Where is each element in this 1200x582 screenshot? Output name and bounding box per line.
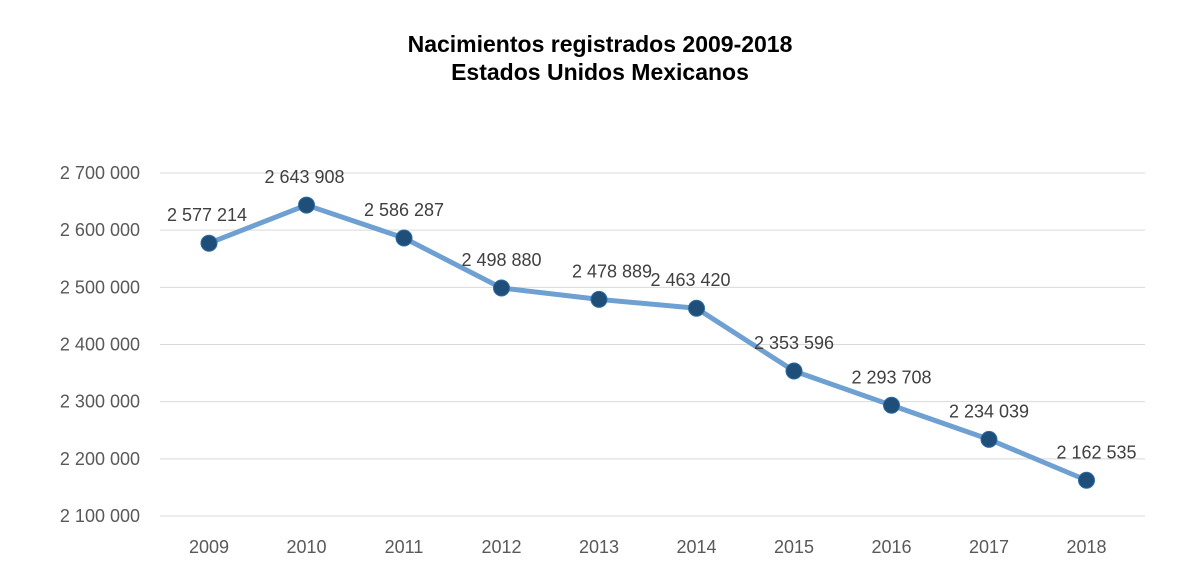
data-point: [590, 290, 608, 308]
x-tick-label: 2013: [579, 537, 619, 557]
data-point: [395, 229, 413, 247]
data-label: 2 162 535: [1056, 442, 1136, 462]
data-label: 2 643 908: [264, 167, 344, 187]
data-label: 2 234 039: [949, 401, 1029, 421]
data-point: [883, 396, 900, 414]
data-label: 2 353 596: [754, 333, 834, 353]
y-tick-label: 2 600 000: [60, 220, 140, 240]
x-tick-label: 2010: [286, 537, 326, 557]
chart-title: Nacimientos registrados 2009-2018 Estado…: [0, 30, 1200, 86]
x-tick-label: 2011: [385, 537, 424, 557]
data-label: 2 498 880: [461, 250, 541, 270]
data-label: 2 293 708: [851, 367, 931, 387]
data-point: [688, 299, 705, 317]
data-label: 2 478 889: [572, 261, 652, 281]
x-tick-label: 2015: [774, 537, 814, 557]
data-point: [200, 234, 218, 252]
y-tick-label: 2 300 000: [60, 392, 140, 412]
x-tick-label: 2012: [481, 537, 521, 557]
data-point: [298, 196, 315, 214]
chart-title-text: Nacimientos registrados 2009-2018: [407, 31, 793, 57]
data-point: [1078, 471, 1095, 489]
x-tick-label: 2009: [189, 537, 229, 557]
series-line: [206, 202, 1089, 483]
data-point: [980, 430, 998, 448]
x-tick-label: 2017: [969, 537, 1009, 557]
y-tick-label: 2 700 000: [60, 163, 140, 183]
chart-subtitle-text: Estados Unidos Mexicanos: [451, 59, 749, 85]
data-point: [785, 362, 803, 380]
x-tick-label: 2014: [676, 537, 716, 557]
y-tick-label: 2 500 000: [60, 277, 140, 297]
data-label: 2 586 287: [364, 200, 444, 220]
x-tick-label: 2018: [1066, 537, 1106, 557]
data-label: 2 463 420: [650, 270, 730, 290]
y-tick-label: 2 100 000: [60, 506, 140, 526]
x-tick-label: 2016: [871, 537, 911, 557]
y-tick-label: 2 400 000: [60, 335, 140, 355]
data-point: [493, 279, 510, 297]
y-tick-label: 2 200 000: [60, 449, 140, 469]
data-label: 2 577 214: [167, 205, 247, 225]
